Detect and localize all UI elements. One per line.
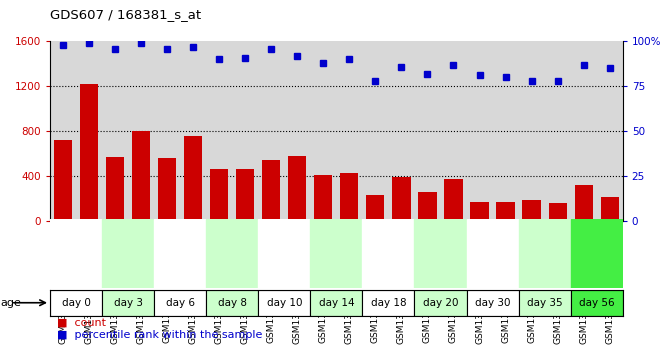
Bar — [571, 219, 597, 288]
Bar — [128, 219, 154, 288]
Bar — [154, 290, 206, 316]
Bar — [310, 290, 362, 316]
Bar — [102, 219, 128, 288]
Bar — [366, 195, 384, 221]
Text: day 35: day 35 — [527, 298, 562, 308]
Bar — [54, 140, 72, 221]
Bar — [102, 290, 154, 316]
Bar — [288, 156, 306, 221]
Bar — [314, 175, 332, 221]
Bar — [210, 169, 228, 221]
Text: day 3: day 3 — [114, 298, 143, 308]
Bar — [549, 204, 567, 221]
Bar — [466, 219, 493, 288]
Bar — [597, 219, 623, 288]
Bar — [340, 172, 358, 221]
Bar — [336, 219, 362, 288]
Text: day 20: day 20 — [423, 298, 458, 308]
Bar — [414, 219, 440, 288]
Text: age: age — [0, 298, 21, 308]
Bar — [258, 290, 310, 316]
Bar — [418, 192, 436, 221]
Bar — [519, 219, 545, 288]
Bar — [545, 219, 571, 288]
Bar — [388, 219, 414, 288]
Bar — [158, 158, 176, 221]
Bar — [522, 200, 541, 221]
Bar — [575, 185, 593, 221]
Bar — [414, 290, 466, 316]
Bar — [262, 160, 280, 221]
Bar — [184, 136, 202, 221]
Bar — [466, 290, 519, 316]
Bar — [258, 219, 284, 288]
Bar — [232, 219, 258, 288]
Text: ■  percentile rank within the sample: ■ percentile rank within the sample — [57, 330, 262, 339]
Text: day 30: day 30 — [475, 298, 510, 308]
Text: day 8: day 8 — [218, 298, 246, 308]
Text: ■  count: ■ count — [57, 318, 106, 327]
Text: day 0: day 0 — [61, 298, 91, 308]
Bar — [206, 290, 258, 316]
Text: day 14: day 14 — [318, 298, 354, 308]
Bar — [206, 219, 232, 288]
Bar — [601, 197, 619, 221]
Bar — [50, 290, 102, 316]
Bar — [362, 219, 388, 288]
Bar — [470, 202, 489, 221]
Bar — [493, 219, 519, 288]
Bar — [310, 219, 336, 288]
Bar — [106, 157, 124, 221]
Bar — [362, 290, 414, 316]
Bar — [76, 219, 102, 288]
Bar — [496, 202, 515, 221]
Text: day 6: day 6 — [166, 298, 194, 308]
Bar — [284, 219, 310, 288]
Bar — [180, 219, 206, 288]
Bar — [444, 179, 463, 221]
Bar — [80, 84, 98, 221]
Bar — [440, 219, 466, 288]
Bar — [236, 169, 254, 221]
Bar — [132, 131, 150, 221]
Bar — [50, 219, 76, 288]
Text: day 56: day 56 — [579, 298, 615, 308]
Text: GDS607 / 168381_s_at: GDS607 / 168381_s_at — [50, 8, 201, 21]
Text: day 18: day 18 — [370, 298, 406, 308]
Bar — [571, 290, 623, 316]
Text: day 10: day 10 — [266, 298, 302, 308]
Bar — [519, 290, 571, 316]
Bar — [154, 219, 180, 288]
Bar — [392, 177, 410, 221]
